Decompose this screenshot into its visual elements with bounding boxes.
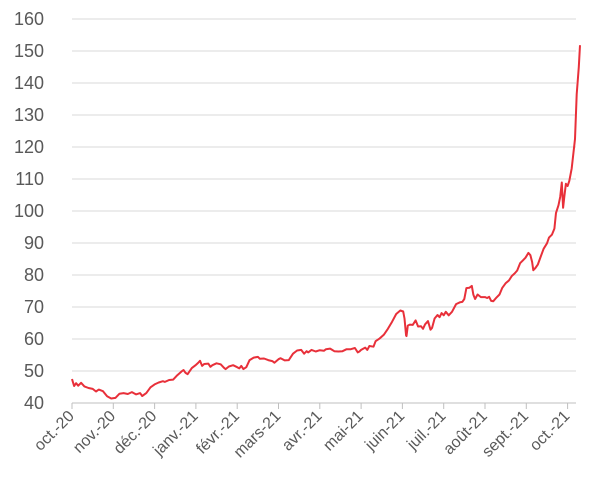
- x-tick-label: juin-21: [362, 408, 409, 455]
- y-tick-label: 140: [14, 73, 44, 93]
- x-axis-ticks: oct.-20nov.-20déc.-20janv.-21févr.-21mar…: [31, 403, 573, 461]
- y-tick-label: 110: [15, 169, 44, 189]
- x-tick-label: oct.-20: [31, 408, 78, 455]
- y-tick-label: 80: [24, 265, 44, 285]
- gridlines: [72, 18, 576, 372]
- y-tick-label: 120: [14, 137, 44, 157]
- x-tick-label: oct.-21: [527, 408, 574, 455]
- y-tick-label: 90: [24, 233, 44, 253]
- series-layer: [71, 45, 581, 400]
- series-line-0: [71, 45, 581, 400]
- y-tick-label: 70: [24, 297, 44, 317]
- y-tick-label: 40: [24, 393, 44, 413]
- x-tick-label: sept.-21: [479, 408, 532, 461]
- y-tick-label: 160: [14, 9, 44, 29]
- y-tick-label: 60: [24, 329, 44, 349]
- y-tick-label: 100: [14, 201, 44, 221]
- y-axis-tick-labels: 40 50 60 70 80 90 100 110 120 130 140 150 160: [14, 9, 44, 413]
- x-tick-label: mai-21: [320, 408, 367, 455]
- y-tick-label: 150: [14, 41, 44, 61]
- y-tick-label: 50: [24, 361, 44, 381]
- x-tick-label: janv.-21: [150, 408, 202, 460]
- y-tick-label: 130: [14, 105, 44, 125]
- x-tick-label: nov.-20: [70, 408, 119, 457]
- x-tick-label: avr.-21: [279, 408, 326, 455]
